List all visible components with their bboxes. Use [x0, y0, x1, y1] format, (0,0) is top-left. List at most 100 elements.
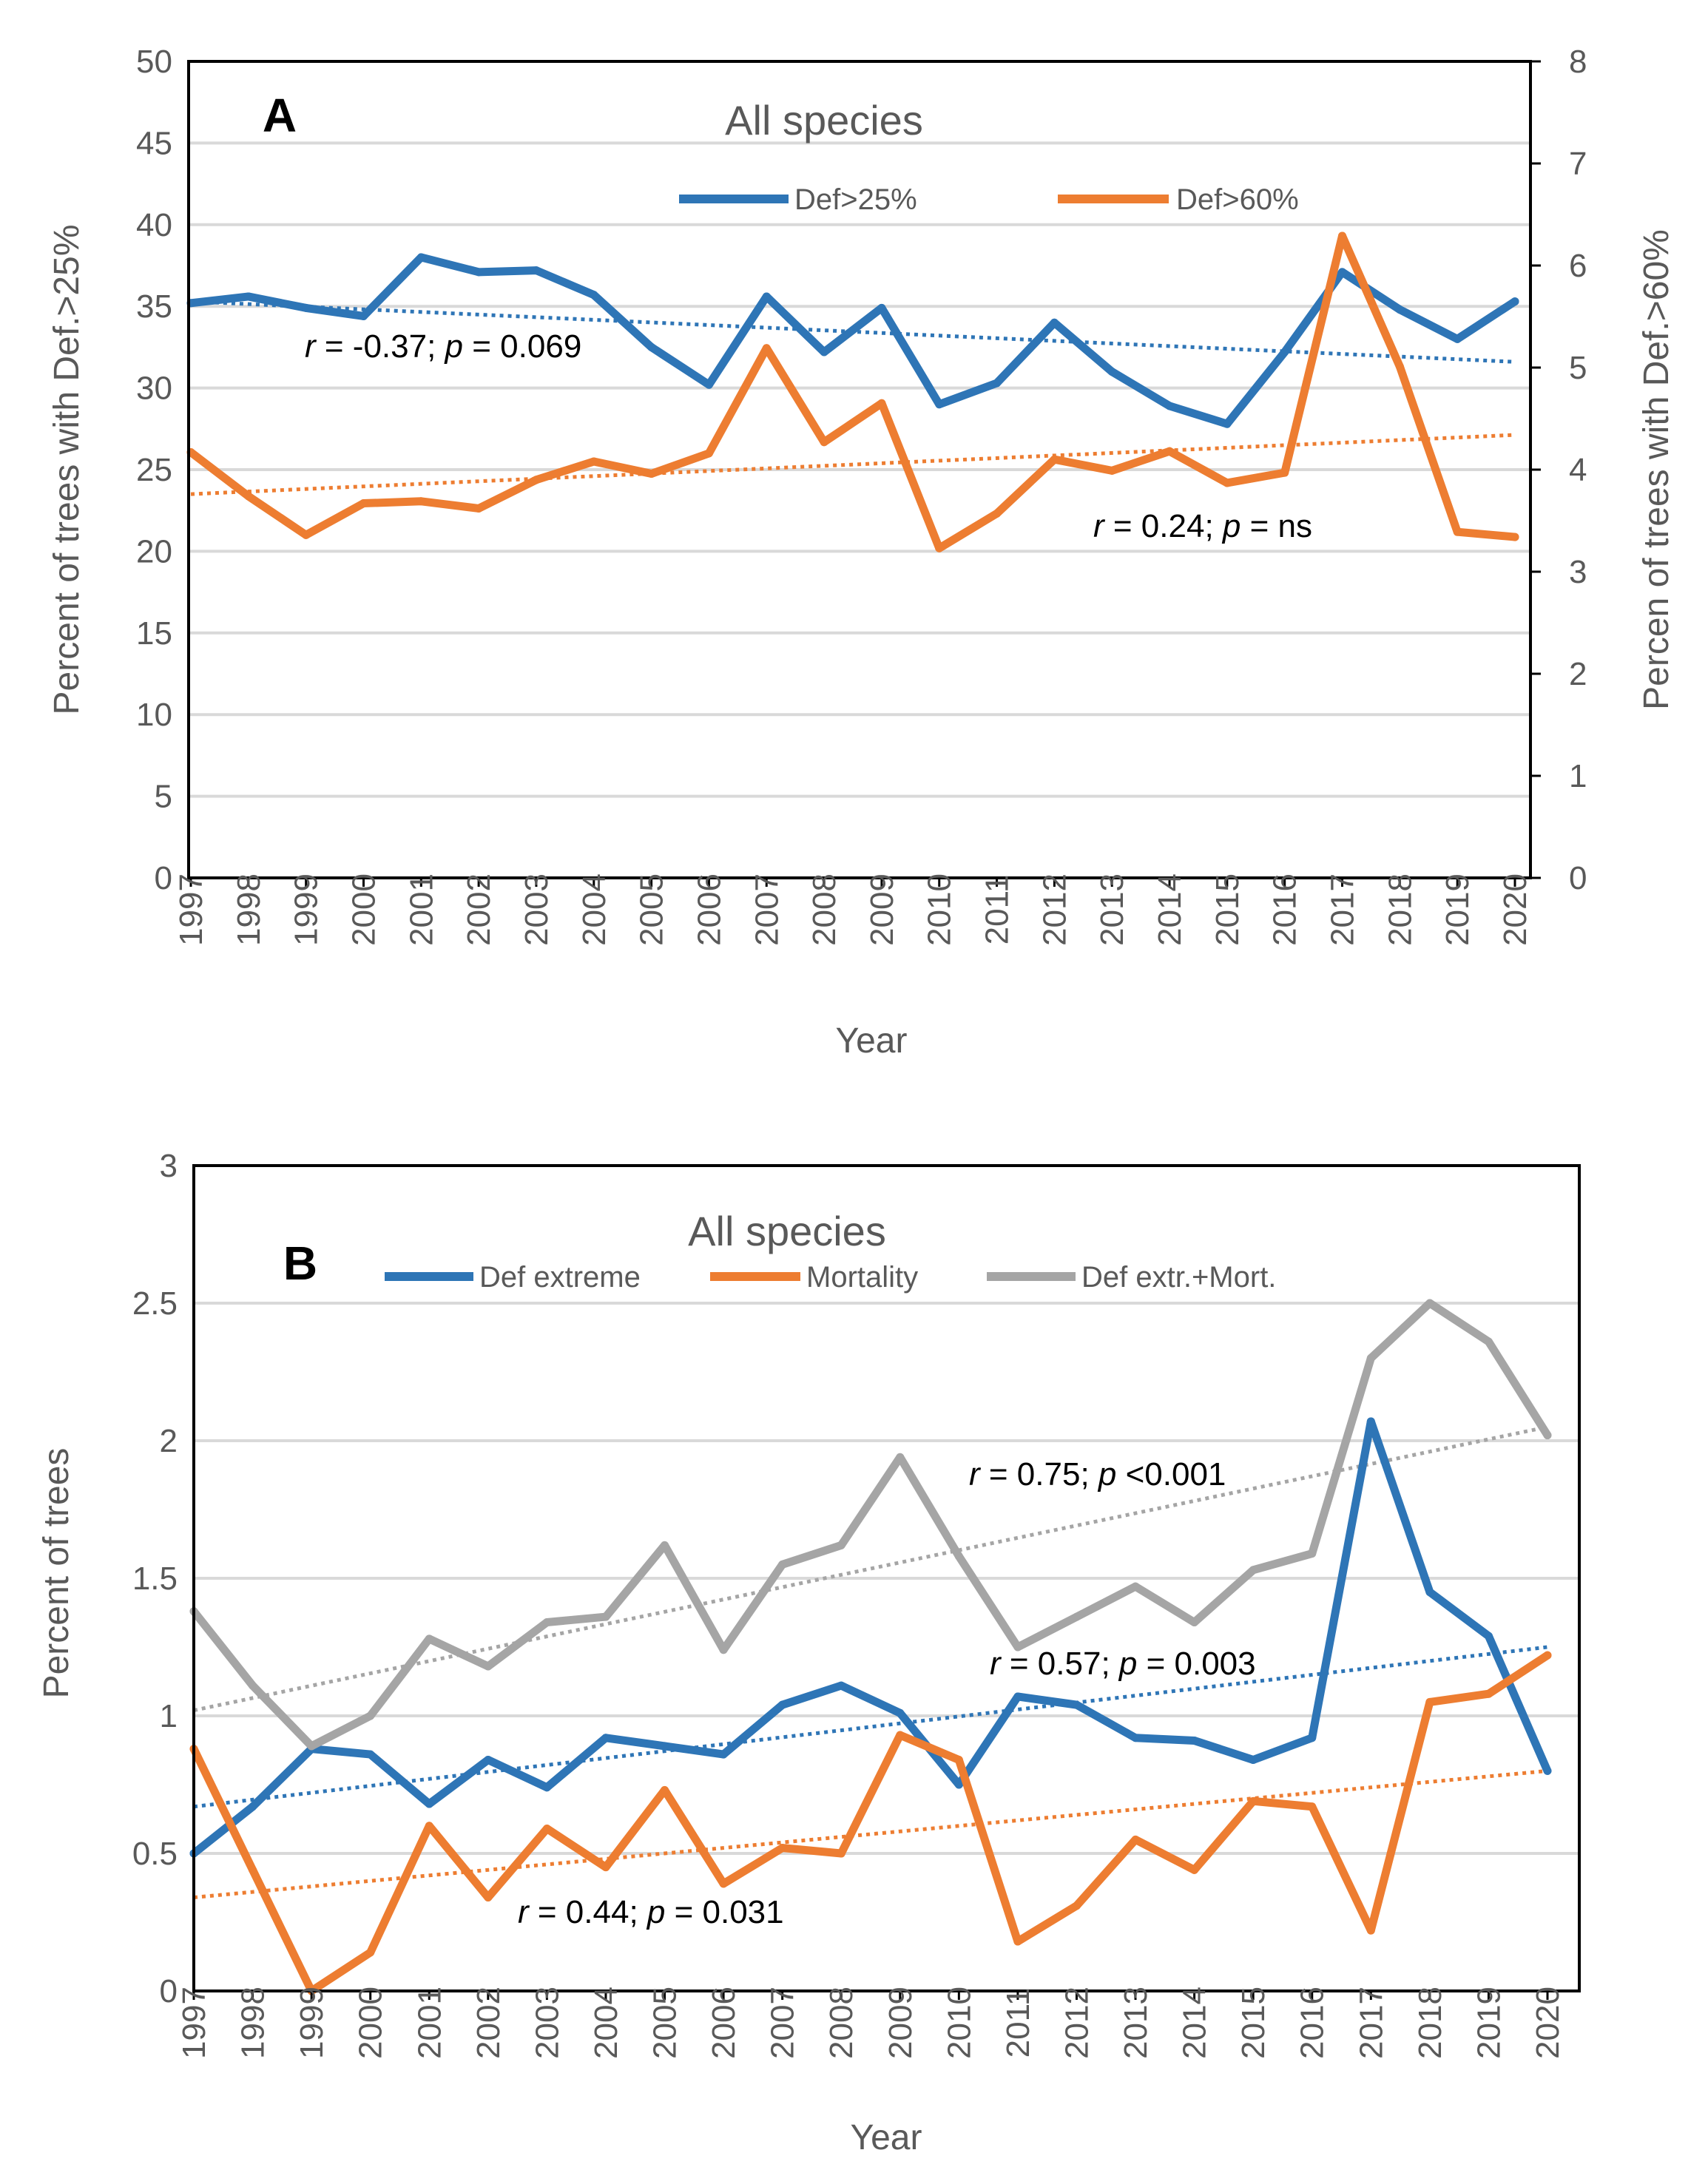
data-point-def-extreme — [542, 1783, 551, 1792]
data-point-def-25 — [993, 379, 1002, 388]
panel-a-y-tick-label: 40 — [136, 207, 172, 243]
data-point-def-extreme — [249, 1802, 257, 1811]
panel-b-annotation-combined: r = 0.75; p <0.001 — [969, 1456, 1226, 1492]
panel-b-x-axis-title: Year — [851, 2118, 922, 2157]
panel-b-x-tick-label: 2017 — [1353, 1987, 1389, 2059]
data-point-def-25 — [1280, 348, 1289, 356]
panel-a-series — [186, 231, 1519, 552]
panel-b-x-tick-label: 2012 — [1059, 1987, 1095, 2059]
panel-b-x-tick-label: 1998 — [235, 1987, 271, 2059]
data-point-def-25 — [647, 342, 656, 351]
data-point-def-60 — [590, 457, 598, 466]
panel-a-x-tick-label: 2020 — [1497, 873, 1533, 946]
annot-b2-p: p — [1118, 1646, 1137, 1682]
data-point-def-60 — [1338, 231, 1347, 240]
panel-b-x-tick-label: 1997 — [176, 1987, 212, 2059]
annot-b3-p: p — [646, 1894, 665, 1930]
panel-a-x-axis-title: Year — [836, 1021, 908, 1061]
panel-a-x-tick-label: 2003 — [519, 873, 555, 946]
panel-a-y-tick-label-right: 3 — [1569, 554, 1587, 590]
data-point-def-60 — [647, 470, 656, 479]
data-point-def-extreme — [425, 1799, 433, 1808]
panel-a-x-tick-label: 2005 — [634, 873, 670, 946]
legend-label-def25: Def>25% — [794, 183, 917, 216]
data-point-def-extr-mort — [1131, 1582, 1140, 1591]
annot-a1-mid: = -0.37; — [316, 328, 445, 365]
data-point-def-25 — [1338, 268, 1347, 277]
panel-a-x-tick-label: 2001 — [403, 873, 439, 946]
data-point-def-60 — [1510, 533, 1519, 541]
panel-b-x-tick-label: 2007 — [765, 1987, 801, 2059]
panel-a-x-tick-label: 2019 — [1439, 873, 1476, 946]
panel-b-y-tick-label: 0.5 — [132, 1836, 178, 1872]
data-point-def-60 — [993, 509, 1002, 518]
data-point-def-60 — [359, 499, 368, 508]
data-point-def-extr-mort — [1543, 1431, 1552, 1440]
panel-a-y-tick-label: 35 — [136, 288, 172, 325]
data-point-def-25 — [1223, 419, 1232, 428]
data-point-mortality — [366, 1948, 375, 1957]
data-point-def-extr-mort — [837, 1541, 845, 1549]
data-point-def-60 — [474, 504, 483, 513]
trendline-def-extreme — [193, 1645, 1548, 1809]
data-point-def-60 — [704, 449, 713, 458]
panel-a-x-tick-label: 2010 — [922, 873, 958, 946]
panel-a-x-tick-label: 1997 — [173, 873, 209, 946]
series-line-def-25 — [186, 253, 1519, 428]
data-point-def-extreme — [778, 1700, 787, 1709]
annot-b2-end: = 0.003 — [1137, 1646, 1255, 1682]
panel-b-y-tick-label: 2 — [160, 1423, 178, 1459]
data-point-def-extr-mort — [719, 1646, 728, 1654]
panel-b-x-tick-label: 2004 — [588, 1987, 624, 2059]
legend-label-def60: Def>60% — [1176, 183, 1299, 216]
panel-b-x-tick-label: 2010 — [941, 1987, 977, 2059]
data-point-def-extr-mort — [1190, 1618, 1199, 1627]
panel-a-y-tick-label: 15 — [136, 615, 172, 652]
data-point-def-60 — [877, 399, 886, 408]
panel-b-x-tick-label: 2013 — [1118, 1987, 1154, 2059]
data-point-def-extreme — [896, 1708, 905, 1717]
annot-a2-end: = ns — [1241, 508, 1312, 544]
data-point-def-extreme — [1543, 1766, 1552, 1775]
panel-b-plot-frame — [192, 1164, 1581, 1992]
data-point-mortality — [1249, 1796, 1258, 1805]
panel-b: 0 0.5 1 1.5 2 2.5 3 1997 1998 1999 2000 2001 2002 20… — [37, 1148, 1581, 2157]
data-point-def-60 — [1107, 466, 1116, 475]
annot-b3-end: = 0.031 — [665, 1894, 783, 1930]
panel-a-x-tick-label: 2000 — [345, 873, 382, 946]
panel-b-x-tick-label: 2016 — [1294, 1987, 1331, 2059]
panel-a-x-tick-label: 2007 — [749, 873, 785, 946]
data-point-def-extreme — [719, 1750, 728, 1759]
data-point-mortality — [778, 1844, 787, 1853]
data-point-def-60 — [1280, 468, 1289, 477]
panel-a-y-tick-label-right: 1 — [1569, 758, 1587, 794]
data-point-mortality — [719, 1879, 728, 1888]
trendline-def-extr-mort — [193, 1424, 1548, 1713]
data-point-def-extreme — [601, 1734, 610, 1742]
data-point-def-60 — [244, 492, 253, 501]
panel-a-x-tick-label: 2017 — [1325, 873, 1361, 946]
panel-a-y-axis-title: Percent of trees with Def.>25% — [47, 225, 87, 715]
series-line-def-extreme — [189, 1417, 1552, 1858]
panel-a-y-tick-label: 10 — [136, 697, 172, 733]
data-point-mortality — [954, 1756, 963, 1765]
panel-b-x-tick-label: 2020 — [1530, 1987, 1566, 2059]
panel-a-y-tick-label-right: 8 — [1569, 44, 1587, 80]
data-point-def-extr-mort — [307, 1742, 316, 1751]
panel-a-title: All species — [725, 97, 923, 143]
data-point-def-extr-mort — [1072, 1612, 1081, 1621]
panel-b-x-tick-label: 2006 — [706, 1987, 742, 2059]
panel-a-x-tick-label: 1999 — [288, 873, 325, 946]
panel-a-y-tick-label-right: 5 — [1569, 350, 1587, 386]
panel-a-y-tick-label-right: 6 — [1569, 248, 1587, 284]
panel-b-x-tick-label: 2018 — [1412, 1987, 1448, 2059]
panel-a-x-tick-label: 2012 — [1036, 873, 1073, 946]
data-point-def-extreme — [1072, 1700, 1081, 1709]
data-point-def-60 — [1395, 362, 1404, 371]
data-point-def-25 — [244, 292, 253, 301]
data-point-def-extreme — [484, 1756, 493, 1765]
annot-a1-r: r — [305, 328, 317, 365]
panel-a-y-tick-label: 25 — [136, 452, 172, 488]
panel-a-y-tick-label-right: 4 — [1569, 452, 1587, 488]
